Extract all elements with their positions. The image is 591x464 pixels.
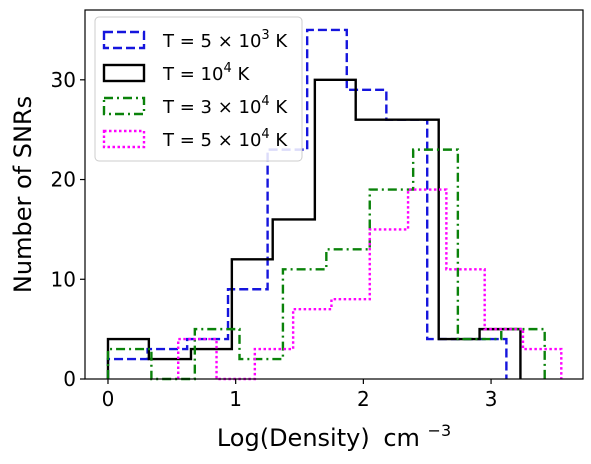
x-axis-title-main: Log(Density) <box>217 424 370 452</box>
y-tick-label: 20 <box>51 168 76 192</box>
legend-box <box>94 16 303 162</box>
y-tick-label: 0 <box>63 367 76 391</box>
x-tick-label: 3 <box>485 387 498 411</box>
y-tick-label: 10 <box>51 267 76 291</box>
legend-label-4: T = 5 × 104 K <box>162 127 288 151</box>
x-axis-title: Log(Density) cm −3 <box>217 421 451 452</box>
y-tick-label: 30 <box>51 68 76 92</box>
x-axis-title-exponent: −3 <box>428 421 452 440</box>
histogram-series-3 <box>106 148 546 381</box>
legend-label-3: T = 3 × 104 K <box>162 94 288 118</box>
histogram-series-1 <box>106 28 508 379</box>
x-tick-label: 1 <box>229 387 242 411</box>
legend-handle-4 <box>102 129 146 149</box>
legend-handle-1 <box>102 30 146 50</box>
y-axis-ticks: 0 10 20 30 <box>51 68 85 391</box>
x-axis-title-unit: cm <box>383 424 420 452</box>
x-axis-ticks: 0 1 2 3 <box>102 379 498 411</box>
legend: T = 5 × 103 K T = 104 K T = 3 × 104 K T = 5… <box>94 16 303 162</box>
legend-label-1: T = 5 × 103 K <box>162 28 288 52</box>
x-tick-label: 2 <box>357 387 370 411</box>
legend-handle-2 <box>102 63 146 83</box>
legend-handle-3 <box>102 96 146 116</box>
x-tick-label: 0 <box>102 387 115 411</box>
plot-frame <box>84 9 584 380</box>
y-axis-title: Number of SNRs <box>9 96 37 293</box>
histogram-series-4 <box>177 188 563 381</box>
legend-label-2: T = 104 K <box>162 61 250 85</box>
